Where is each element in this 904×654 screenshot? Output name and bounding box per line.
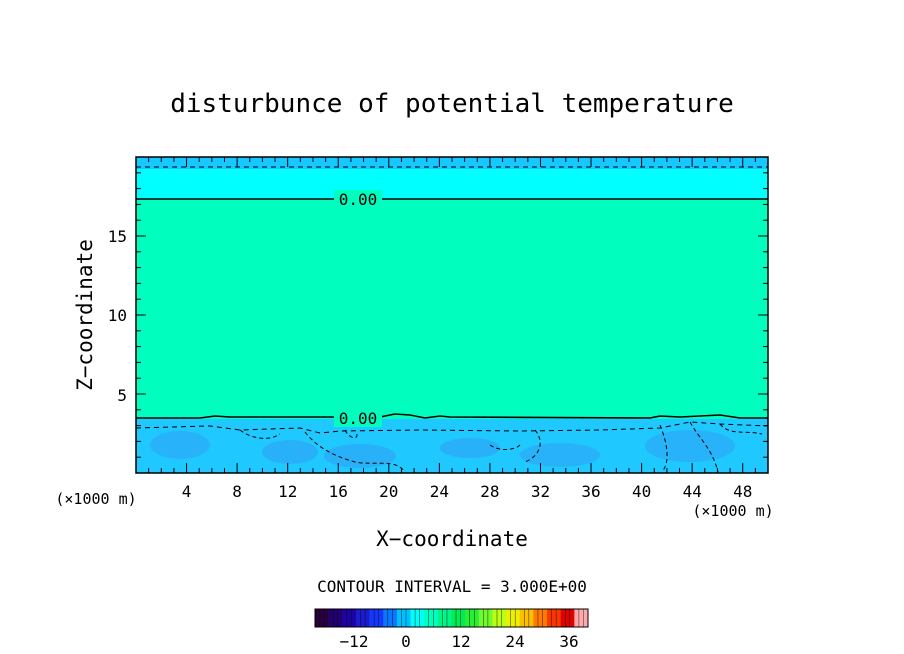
colorbar-tick-label: 24: [505, 632, 524, 651]
colorbar-frame: [314, 608, 589, 628]
z-axis-label: Z−coordinate: [73, 239, 97, 391]
cell-contour: [489, 444, 521, 450]
colorbar-swatch: [424, 609, 439, 627]
patch: [150, 431, 210, 459]
colorbar-swatch: [506, 609, 521, 627]
patch: [440, 438, 500, 458]
x-tick-label: 32: [531, 482, 550, 501]
zero-contour-lower: [136, 413, 768, 419]
axis-ticks: [136, 157, 768, 473]
z-tick-label: 10: [108, 306, 127, 325]
colorbar-tick-label: 36: [559, 632, 578, 651]
x-tick-label: 20: [379, 482, 398, 501]
colorbar-tick-label: 12: [451, 632, 470, 651]
colorbar-swatch: [383, 609, 398, 627]
patch: [520, 443, 600, 467]
colorbar-swatch: [547, 609, 561, 627]
colorbar-swatch: [355, 609, 370, 627]
label-bg-lower: [334, 409, 382, 427]
colorbar-swatch: [342, 609, 357, 627]
colorbar-swatch: [410, 609, 425, 627]
colorbar-swatch: [328, 609, 343, 627]
band-upper: [136, 169, 768, 199]
label-bg-upper: [334, 190, 382, 208]
z-tick-labels: 5 10 15: [108, 227, 127, 405]
colorbar-swatch: [478, 609, 493, 627]
dashed-cells: [239, 421, 763, 473]
x-unit-left: (×1000 m): [55, 490, 136, 508]
colorbar-swatch: [492, 609, 507, 627]
chart-title: disturbunce of potential temperature: [170, 89, 734, 119]
x-tick-label: 8: [232, 482, 242, 501]
cell-contour: [719, 423, 763, 435]
cell-contour: [344, 429, 358, 439]
patch: [645, 430, 735, 462]
colorbar-swatch: [437, 609, 452, 627]
x-tick-label: 48: [733, 482, 752, 501]
colorbar-swatch: [560, 609, 575, 627]
colorbar: [315, 609, 589, 627]
band-upper-top: [136, 157, 768, 169]
colorbar-swatch: [451, 609, 466, 627]
contour-label-upper: 0.00: [339, 190, 378, 209]
contour-label-lower: 0.00: [339, 409, 378, 428]
cell-contour: [524, 429, 541, 463]
cell-contour: [304, 431, 406, 473]
band-middle: [136, 199, 768, 419]
x-tick-label: 4: [182, 482, 192, 501]
x-tick-label: 24: [430, 482, 449, 501]
x-tick-label: 44: [683, 482, 702, 501]
plot-area: 0.00 0.00: [135, 156, 769, 474]
x-unit-right: (×1000 m): [692, 502, 773, 520]
lower-turbulence-patches: [150, 430, 735, 468]
colorbar-swatch: [369, 609, 384, 627]
x-tick-labels: 4 8 12 16 20 24 28 32 36 40 44 48: [182, 482, 753, 501]
x-tick-label: 16: [329, 482, 348, 501]
colorbar-tick-label: 0: [401, 632, 411, 651]
colorbar-tick-label: −12: [340, 632, 369, 651]
colorbar-swatch: [315, 609, 329, 627]
colorbar-swatch: [465, 609, 480, 627]
cell-contour: [239, 429, 281, 439]
cell-contour: [689, 421, 719, 473]
contour-interval-text: CONTOUR INTERVAL = 3.000E+00: [317, 577, 587, 596]
patch: [324, 444, 396, 468]
cell-contour: [659, 424, 668, 473]
x-tick-label: 28: [480, 482, 499, 501]
colorbar-swatch: [574, 609, 589, 627]
x-tick-label: 12: [278, 482, 297, 501]
colorbar-swatch: [533, 609, 548, 627]
patch: [262, 440, 318, 464]
colorbar-swatch: [396, 609, 411, 627]
z-tick-label: 5: [117, 386, 127, 405]
x-axis-label: X−coordinate: [376, 527, 528, 551]
x-tick-label: 36: [581, 482, 600, 501]
x-tick-label: 40: [632, 482, 651, 501]
z-tick-label: 15: [108, 227, 127, 246]
colorbar-swatch: [519, 609, 534, 627]
colorbar-tick-labels: −12 0 12 24 36: [340, 632, 579, 651]
